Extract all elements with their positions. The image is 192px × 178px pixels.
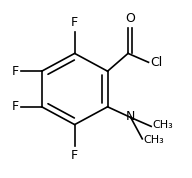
Text: CH₃: CH₃	[144, 135, 165, 145]
Text: F: F	[71, 149, 78, 162]
Text: Cl: Cl	[150, 56, 163, 69]
Text: N: N	[126, 110, 135, 123]
Text: F: F	[71, 16, 78, 29]
Text: F: F	[12, 100, 19, 113]
Text: CH₃: CH₃	[153, 121, 173, 130]
Text: F: F	[12, 65, 19, 78]
Text: O: O	[125, 12, 135, 25]
